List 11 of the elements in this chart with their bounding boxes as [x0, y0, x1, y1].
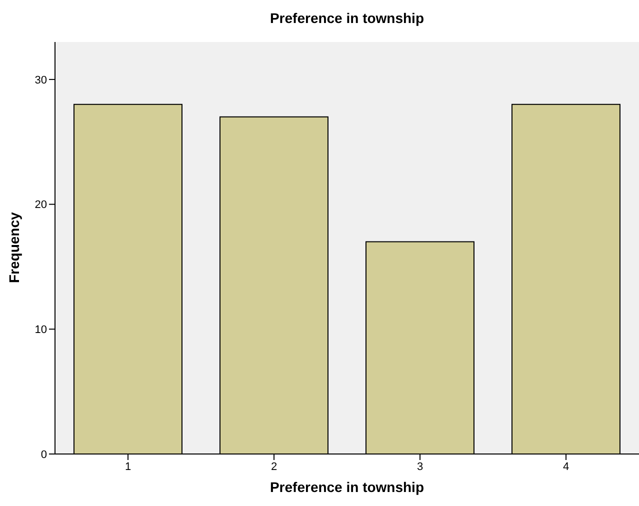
x-tick-label: 3	[416, 460, 424, 473]
y-tick-label: 30	[34, 74, 47, 86]
y-tick-label: 20	[34, 199, 47, 212]
y-tick-label: 0	[40, 448, 47, 461]
y-tick-label: 10	[34, 324, 47, 336]
x-tick-label: 1	[124, 460, 132, 473]
x-axis-title: Preference in township	[270, 479, 424, 495]
x-tick-label: 2	[270, 460, 278, 473]
y-axis-title: Frequency	[6, 212, 22, 283]
chart-title: Preference in township	[268, 10, 426, 26]
x-tick-label: 4	[562, 460, 570, 473]
